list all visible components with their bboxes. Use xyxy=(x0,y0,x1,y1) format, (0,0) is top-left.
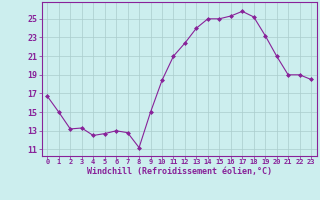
X-axis label: Windchill (Refroidissement éolien,°C): Windchill (Refroidissement éolien,°C) xyxy=(87,167,272,176)
